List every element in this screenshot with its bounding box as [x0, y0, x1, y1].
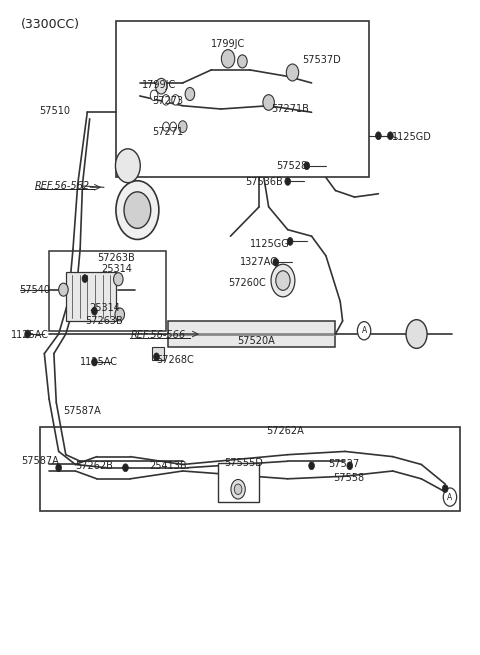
Circle shape: [162, 95, 170, 105]
Circle shape: [59, 283, 68, 296]
Circle shape: [116, 181, 159, 240]
Text: 1799JC: 1799JC: [142, 80, 177, 90]
Circle shape: [170, 122, 177, 131]
Text: REF.56-562: REF.56-562: [35, 181, 90, 191]
Text: 57510: 57510: [39, 106, 71, 116]
Circle shape: [92, 307, 97, 315]
Circle shape: [114, 272, 123, 286]
Circle shape: [406, 320, 427, 348]
Circle shape: [172, 95, 180, 105]
Text: 57268C: 57268C: [156, 355, 194, 365]
Text: 1125GG: 1125GG: [250, 239, 289, 249]
Text: 57558: 57558: [333, 472, 364, 483]
Circle shape: [115, 308, 124, 321]
Circle shape: [285, 178, 290, 185]
Text: A: A: [447, 493, 453, 502]
Circle shape: [56, 464, 61, 472]
Circle shape: [122, 464, 128, 472]
Circle shape: [263, 95, 275, 110]
Text: 25314: 25314: [102, 264, 132, 274]
Text: 57587A: 57587A: [22, 456, 59, 466]
Text: 57273: 57273: [152, 96, 183, 105]
Circle shape: [387, 132, 393, 140]
Text: 57520A: 57520A: [238, 335, 276, 346]
Text: 57527: 57527: [328, 459, 360, 470]
Bar: [39, 426, 459, 512]
Circle shape: [124, 192, 151, 229]
Circle shape: [92, 358, 97, 366]
Circle shape: [25, 330, 31, 338]
Circle shape: [358, 322, 371, 340]
Text: 57263B: 57263B: [85, 316, 123, 326]
Circle shape: [444, 488, 456, 506]
Bar: [116, 21, 369, 178]
Circle shape: [82, 274, 88, 282]
Circle shape: [179, 121, 187, 132]
Text: REF.56-566: REF.56-566: [130, 330, 185, 341]
Text: 57263B: 57263B: [97, 253, 134, 263]
Bar: [152, 347, 164, 360]
Circle shape: [276, 271, 290, 290]
Circle shape: [185, 88, 195, 100]
Circle shape: [156, 79, 167, 94]
Circle shape: [163, 122, 169, 131]
Circle shape: [304, 162, 310, 170]
Bar: [66, 272, 116, 321]
Circle shape: [443, 485, 448, 493]
Circle shape: [309, 462, 314, 470]
Circle shape: [286, 64, 299, 81]
Text: 25413B: 25413B: [149, 460, 187, 471]
Text: 57271B: 57271B: [271, 104, 309, 114]
Circle shape: [238, 55, 247, 68]
Text: 57536B: 57536B: [245, 177, 283, 187]
Text: 57262B: 57262B: [75, 460, 113, 471]
Text: 1125GD: 1125GD: [392, 132, 432, 142]
Text: 57528: 57528: [276, 160, 307, 171]
Bar: [218, 463, 259, 502]
Circle shape: [150, 90, 158, 100]
Circle shape: [231, 479, 245, 499]
Text: (3300CC): (3300CC): [21, 18, 80, 31]
Text: 57555D: 57555D: [224, 458, 263, 468]
Circle shape: [273, 258, 279, 266]
Circle shape: [375, 132, 381, 140]
Circle shape: [271, 264, 295, 297]
Bar: [49, 251, 166, 331]
Text: 57587A: 57587A: [63, 406, 101, 416]
Text: 57540: 57540: [20, 285, 50, 295]
Text: 25314: 25314: [90, 303, 120, 313]
Text: 1799JC: 1799JC: [211, 39, 246, 49]
Bar: [168, 321, 336, 347]
Text: 1125AC: 1125AC: [11, 330, 49, 341]
Text: 57262A: 57262A: [266, 426, 304, 436]
Text: 57260C: 57260C: [228, 278, 266, 288]
Text: 57271: 57271: [152, 127, 183, 137]
Text: A: A: [361, 326, 367, 335]
Circle shape: [116, 149, 140, 183]
Circle shape: [234, 484, 242, 495]
Text: 1327AC: 1327AC: [240, 257, 278, 267]
Text: 57537D: 57537D: [302, 55, 341, 65]
Circle shape: [287, 238, 293, 246]
Circle shape: [154, 353, 159, 361]
Circle shape: [347, 462, 353, 470]
Text: 1125AC: 1125AC: [80, 357, 118, 367]
Circle shape: [221, 50, 235, 68]
